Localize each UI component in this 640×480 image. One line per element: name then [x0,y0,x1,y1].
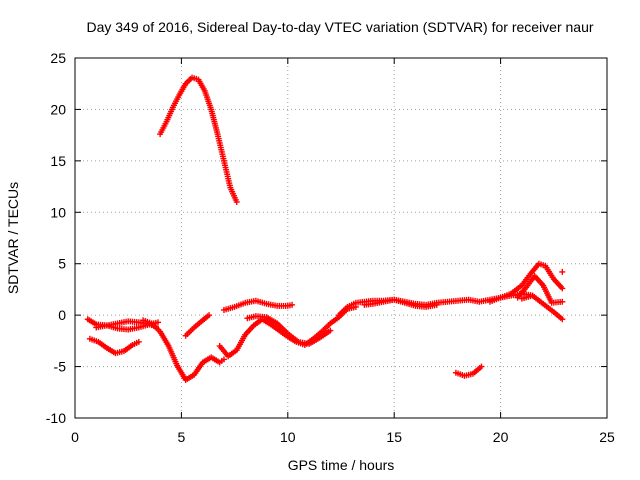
data-point [559,268,566,275]
y-tick-label: -10 [46,410,66,426]
data-point [478,363,485,370]
data-point [154,319,161,326]
x-tick-label: 0 [71,429,79,445]
series-arc-15 [518,292,566,323]
data-point [233,199,240,205]
series-arc-11 [361,296,440,310]
y-tick-label: 20 [50,101,66,117]
series-arc-13 [486,260,566,305]
data-point [559,298,566,305]
y-tick-label: 5 [58,256,66,272]
x-tick-label: 25 [599,429,615,445]
x-tick-label: 10 [280,429,296,445]
series-arc-14 [514,273,566,306]
y-axis-title: SDTVAR / TECUs [5,182,21,294]
data-point [559,316,566,323]
series-arc-5 [140,317,227,383]
axis-ticks: 0 5 10 15 20 25 -10 -5 0 5 10 15 20 25 [46,50,615,445]
series-arc-6 [182,312,213,339]
x-tick-label: 15 [386,429,402,445]
grid [75,58,607,418]
x-tick-label: 20 [493,429,509,445]
data-point [433,301,440,308]
y-tick-label: 0 [58,307,66,323]
data-point [559,285,566,292]
series-arc-8 [220,297,296,313]
data-point [289,301,296,308]
data-point [135,338,142,345]
series-arc-3 [86,335,142,357]
series-arc-1 [157,74,240,205]
series-arc-16 [559,268,566,275]
data-point [327,327,334,334]
chart-title: Day 349 of 2016, Sidereal Day-to-day VTE… [86,19,593,35]
data-marks [84,74,566,383]
data-point [206,312,213,319]
y-tick-label: 10 [50,204,66,220]
data-point [220,356,227,363]
series-arc-12 [452,363,485,379]
y-tick-label: 25 [50,50,66,66]
plot-frame [74,57,608,419]
series-arc-9 [244,313,334,347]
x-axis-title: GPS time / hours [288,457,395,473]
y-tick-label: 15 [50,153,66,169]
x-tick-label: 5 [178,429,186,445]
y-tick-label: -5 [54,359,67,375]
